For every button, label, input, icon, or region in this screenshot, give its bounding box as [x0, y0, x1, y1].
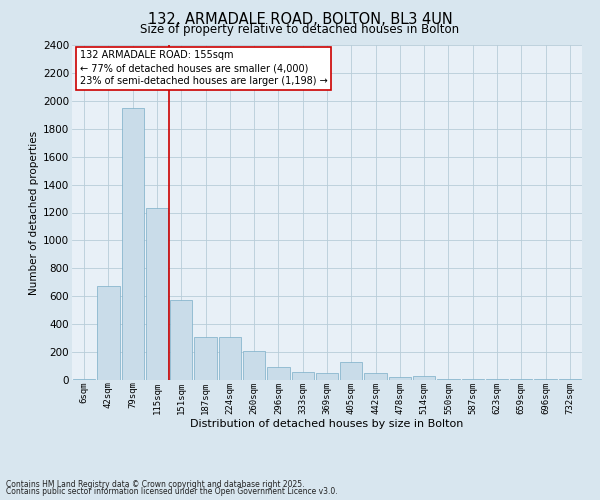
- Bar: [194, 336, 217, 380]
- Bar: [389, 377, 411, 380]
- Text: Contains public sector information licensed under the Open Government Licence v3: Contains public sector information licen…: [6, 488, 338, 496]
- X-axis label: Distribution of detached houses by size in Bolton: Distribution of detached houses by size …: [190, 419, 464, 429]
- Text: Size of property relative to detached houses in Bolton: Size of property relative to detached ho…: [140, 22, 460, 36]
- Bar: [267, 368, 290, 380]
- Bar: [437, 378, 460, 380]
- Text: 132 ARMADALE ROAD: 155sqm
← 77% of detached houses are smaller (4,000)
23% of se: 132 ARMADALE ROAD: 155sqm ← 77% of detac…: [80, 50, 328, 86]
- Bar: [413, 376, 436, 380]
- Y-axis label: Number of detached properties: Number of detached properties: [29, 130, 39, 294]
- Bar: [218, 336, 241, 380]
- Bar: [292, 372, 314, 380]
- Bar: [243, 352, 265, 380]
- Bar: [122, 108, 144, 380]
- Bar: [170, 300, 193, 380]
- Bar: [340, 362, 362, 380]
- Bar: [316, 373, 338, 380]
- Bar: [364, 373, 387, 380]
- Text: 132, ARMADALE ROAD, BOLTON, BL3 4UN: 132, ARMADALE ROAD, BOLTON, BL3 4UN: [148, 12, 452, 28]
- Text: Contains HM Land Registry data © Crown copyright and database right 2025.: Contains HM Land Registry data © Crown c…: [6, 480, 305, 489]
- Bar: [146, 208, 168, 380]
- Bar: [73, 378, 95, 380]
- Bar: [97, 286, 119, 380]
